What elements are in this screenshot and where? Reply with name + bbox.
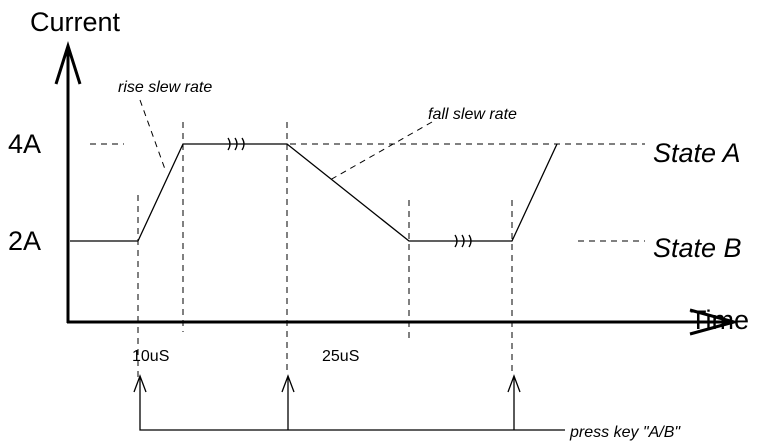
state-label: State B	[653, 233, 742, 263]
annotation: rise slew rate	[118, 79, 212, 96]
state-label: State A	[653, 138, 741, 168]
y-axis-label: Current	[30, 7, 121, 37]
annotation: fall slew rate	[428, 106, 517, 123]
current-waveform	[70, 143, 558, 242]
arrow-head	[281, 374, 295, 393]
level-label: 2A	[8, 226, 41, 256]
leader-line	[329, 121, 433, 181]
arrow-head	[133, 374, 147, 393]
x-arrow	[689, 308, 740, 336]
level-label: 4A	[8, 129, 41, 159]
key-line	[139, 378, 565, 431]
break-mark	[227, 137, 245, 151]
duration-label: 25uS	[322, 348, 359, 365]
y-arrow	[54, 41, 82, 85]
break-mark	[454, 234, 472, 248]
arrow-head	[507, 374, 521, 393]
x-axis-label: Time	[690, 305, 749, 335]
duration-label: 10uS	[132, 348, 169, 365]
leader-line	[139, 99, 167, 173]
annotation: press key "A/B"	[569, 424, 681, 441]
